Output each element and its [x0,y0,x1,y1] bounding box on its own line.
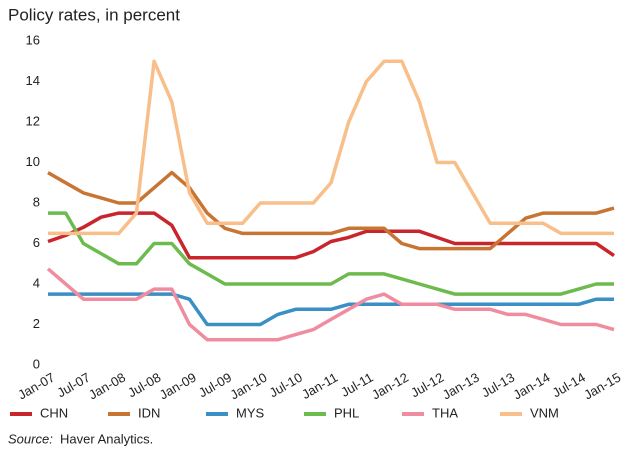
source: Haver Analytics. [60,431,153,446]
x-tick-label: Jan-10 [228,370,270,403]
legend-label: PHL [334,405,359,420]
x-tick-label: Jan-09 [157,370,199,403]
x-tick-label: Jul-13 [479,370,517,401]
y-tick-label: 4 [33,275,40,290]
y-tick-label: 12 [26,113,40,128]
x-tick-label: Jan-12 [369,370,411,403]
y-tick-label: 14 [26,73,40,88]
legend-label: THA [432,405,458,420]
series-line [48,211,614,296]
legend-label: CHN [40,405,68,420]
x-tick-label: Jul-12 [408,370,446,401]
series-line [48,59,614,236]
x-tick-label: Jan-15 [581,370,623,403]
x-tick-label: Jul-08 [125,370,163,401]
x-tick-label: Jan-07 [15,370,57,403]
y-tick-label: 6 [33,235,40,250]
y-tick-label: 10 [26,154,40,169]
x-tick-label: Jan-13 [440,370,482,403]
y-tick-label: 16 [26,32,40,47]
legend-label: VNM [530,405,559,420]
legend-label: IDN [138,405,160,420]
x-tick-label: Jan-08 [86,370,128,403]
chart-title: Policy rates, in percent [8,5,180,24]
x-tick-label: Jan-14 [511,370,553,403]
x-tick-label: Jul-14 [550,370,588,401]
legend-label: MYS [236,405,265,420]
x-tick-label: Jul-09 [196,370,234,401]
y-tick-label: 0 [33,356,40,371]
y-tick-label: 8 [33,194,40,209]
x-tick-label: Jan-11 [299,370,340,402]
x-tick-label: Jul-10 [267,370,305,401]
series-line [47,211,615,260]
x-tick-label: Jul-11 [338,370,375,400]
y-tick-label: 2 [33,316,40,331]
series-line [46,267,615,342]
source-label: Source: [8,431,53,446]
x-tick-label: Jul-07 [54,370,92,401]
